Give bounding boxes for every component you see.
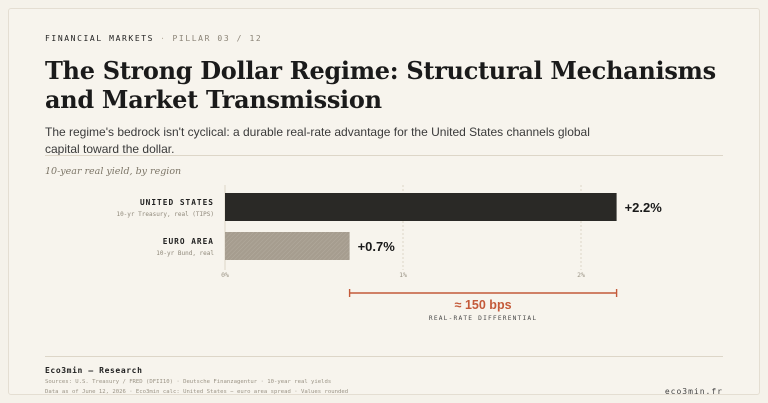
chart-annotation: ≈ 150 bps REAL-RATE DIFFERENTIAL: [348, 289, 618, 322]
category-sublabel: 10-yr Bund, real: [156, 250, 214, 257]
chart-caption: 10-year real yield, by region: [45, 166, 182, 177]
category-sublabel: 10-yr Treasury, real (TIPS): [116, 211, 214, 218]
footer-divider: [45, 356, 723, 357]
category-label: UNITED STATES: [140, 198, 214, 207]
chart-bars: [225, 193, 617, 260]
page-subtitle: The regime's bedrock isn't cyclical: a d…: [45, 125, 590, 156]
bar-united-states: [225, 193, 617, 221]
tick-label: 1%: [399, 271, 407, 279]
footer-sources: Sources: U.S. Treasury / FRED (DFII10) ·…: [45, 379, 332, 385]
top-divider: [45, 155, 723, 156]
kicker-pillar: PILLAR 03 / 12: [172, 34, 263, 43]
bar-euro-area: [225, 232, 350, 260]
kicker: FINANCIAL MARKETS · PILLAR 03 / 12: [45, 34, 262, 43]
annotation-sublabel: REAL-RATE DIFFERENTIAL: [429, 315, 537, 322]
tick-label: 2%: [577, 271, 585, 279]
tick-label: 0%: [221, 271, 229, 279]
footer-brand: Eco3min — Research: [45, 366, 143, 375]
kicker-section: FINANCIAL MARKETS: [45, 34, 155, 43]
footer-site-link[interactable]: eco3min.fr: [664, 387, 723, 396]
value-label: +0.7%: [358, 239, 396, 254]
page-title: The Strong Dollar Regime: Structural Mec…: [45, 56, 716, 114]
footer-note: Data as of June 12, 2026 · Eco3min calc:…: [45, 389, 349, 395]
kicker-separator: ·: [160, 34, 167, 43]
value-label: +2.2%: [625, 200, 663, 215]
chart-labels: 0% 1% 2% UNITED STATES 10-yr Treasury, real …: [116, 198, 662, 279]
annotation-label: ≈ 150 bps: [455, 298, 512, 312]
category-label: EURO AREA: [163, 237, 214, 246]
bar-chart: 0% 1% 2% UNITED STATES 10-yr Treasury, real …: [116, 185, 662, 322]
